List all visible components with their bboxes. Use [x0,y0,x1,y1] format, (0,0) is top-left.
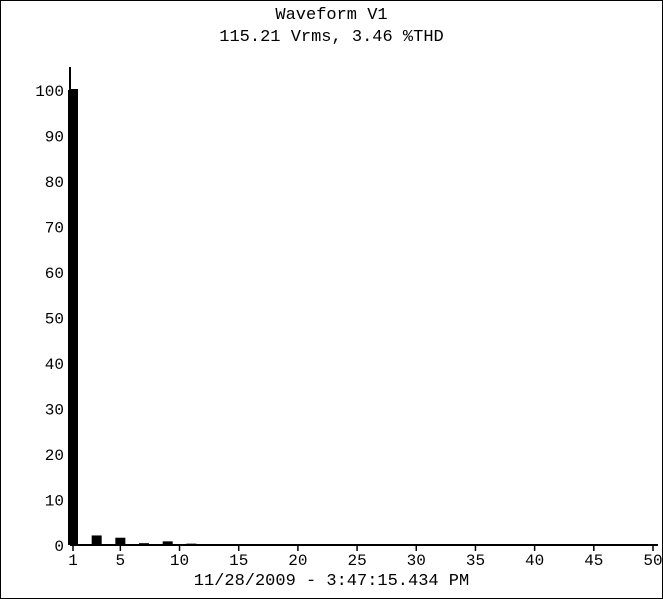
bar-harmonic-49 [636,544,647,545]
bar-harmonic-45 [588,544,599,545]
y-tick-label: 10 [45,493,64,511]
bars [68,90,647,545]
bar-harmonic-13 [210,544,221,545]
bar-harmonic-10 [174,544,185,545]
bar-harmonic-41 [541,544,552,545]
y-tick-label: 20 [45,447,64,465]
bar-harmonic-47 [612,544,623,545]
x-tick-label: 50 [643,552,662,570]
bar-harmonic-4 [103,544,114,545]
x-axis-ticks: 1 5 10 15 20 25 30 35 40 45 50 [68,545,663,570]
bar-harmonic-23 [328,544,339,545]
bar-harmonic-2 [79,544,90,545]
bar-harmonic-37 [494,544,505,545]
x-tick-label: 1 [68,552,78,570]
bar-harmonic-17 [257,544,268,545]
x-tick-label: 10 [170,552,189,570]
bar-harmonic-25 [352,544,363,545]
x-tick-label: 30 [407,552,426,570]
bar-harmonic-8 [150,544,161,545]
bar-harmonic-39 [517,544,528,545]
bar-harmonic-33 [446,544,457,545]
x-tick-label: 5 [116,552,126,570]
chart-title: Waveform V1 [275,6,388,25]
y-axis-ticks: 0 10 20 30 40 50 60 70 80 90 100 [35,83,78,556]
bar-harmonic-35 [470,544,481,545]
y-tick-label: 70 [45,220,64,238]
x-tick-label: 15 [229,552,248,570]
bar-harmonic-6 [127,544,138,545]
bar-harmonic-3 [91,535,102,545]
x-tick-label: 20 [288,552,307,570]
bar-harmonic-43 [565,544,576,545]
bar-harmonic-21 [304,544,315,545]
y-tick-label: 80 [45,174,64,192]
bar-harmonic-1 [68,90,78,545]
axes [69,67,658,546]
x-tick-label: 45 [584,552,603,570]
bar-harmonic-29 [399,544,410,545]
y-tick-label: 90 [45,129,64,147]
bar-harmonic-11 [186,543,197,545]
x-tick-label: 25 [347,552,366,570]
x-tick-label: 35 [466,552,485,570]
bar-harmonic-9 [162,541,173,545]
bar-harmonic-27 [375,544,386,545]
y-tick-label: 0 [54,538,64,556]
y-tick-label: 60 [45,265,64,283]
y-tick-label: 40 [45,356,64,374]
bar-harmonic-5 [115,537,126,545]
bar-harmonic-15 [233,544,244,545]
bar-harmonic-7 [139,543,150,545]
bar-harmonic-31 [423,544,434,545]
x-tick-label: 40 [525,552,544,570]
y-tick-label: 50 [45,311,64,329]
y-tick-label: 30 [45,402,64,420]
chart-subtitle: 115.21 Vrms, 3.46 %THD [219,28,444,47]
bar-harmonic-19 [281,544,292,545]
timestamp-footer: 11/28/2009 - 3:47:15.434 PM [193,572,470,591]
y-tick-label: 100 [35,83,64,101]
